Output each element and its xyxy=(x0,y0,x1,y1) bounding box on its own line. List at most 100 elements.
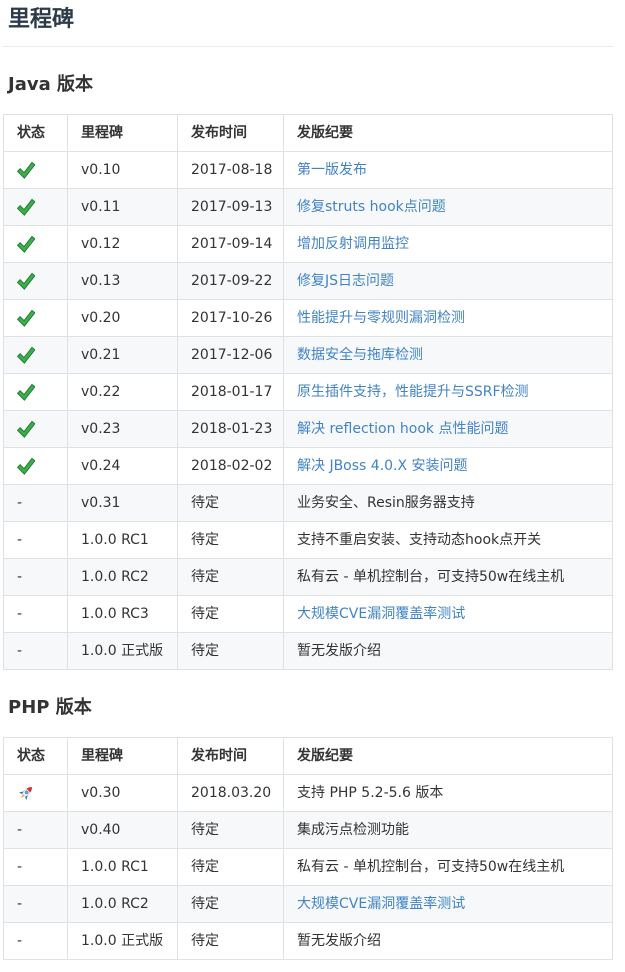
status-cell xyxy=(3,187,68,226)
page-title: 里程碑 xyxy=(8,7,75,32)
release-date-cell: 2018-01-17 xyxy=(177,372,284,411)
milestone-cell: v0.10 xyxy=(67,150,178,189)
column-header: 发布时间 xyxy=(177,113,284,152)
status-cell xyxy=(3,150,68,189)
check-icon xyxy=(17,272,35,290)
milestone-section: PHP 版本 状态 里程碑 发布时间 发版纪要 v0.30 2018.03.20 支持 P… xyxy=(3,696,613,961)
release-notes-cell: 业务安全、Resin服务器支持 xyxy=(283,483,613,522)
release-notes-link[interactable]: 数据安全与拖库检测 xyxy=(297,346,423,363)
release-notes-link[interactable]: 增加反射调用监控 xyxy=(297,235,409,252)
release-date-cell: 2017-09-14 xyxy=(177,224,284,263)
release-notes-cell: 暂无发版介绍 xyxy=(283,922,613,961)
column-header: 里程碑 xyxy=(67,113,178,152)
milestone-table: 状态 里程碑 发布时间 发版纪要 v0.30 2018.03.20 支持 PHP 5.2-… xyxy=(3,737,613,961)
status-pending-dash: - xyxy=(17,642,23,659)
milestone-cell: v0.21 xyxy=(67,335,178,374)
table-row: - 1.0.0 正式版 待定 暂无发版介绍 xyxy=(3,922,613,961)
table-row: v0.30 2018.03.20 支持 PHP 5.2-5.6 版本 xyxy=(3,774,613,813)
status-pending-dash: - xyxy=(17,568,23,585)
check-icon xyxy=(17,346,35,364)
release-date-cell: 2017-08-18 xyxy=(177,150,284,189)
table-row: v0.21 2017-12-06 数据安全与拖库检测 xyxy=(3,335,613,374)
release-notes-link[interactable]: 修复JS日志问题 xyxy=(297,272,395,289)
release-notes-link[interactable]: 解决 reflection hook 点性能问题 xyxy=(297,420,509,437)
column-header: 发布时间 xyxy=(177,737,284,776)
status-cell: - xyxy=(3,483,68,522)
release-notes-text: 业务安全、Resin服务器支持 xyxy=(297,494,475,511)
release-notes-cell: 第一版发布 xyxy=(283,150,613,189)
rocket-icon xyxy=(18,787,33,801)
release-notes-text: 暂无发版介绍 xyxy=(297,642,381,659)
column-header: 状态 xyxy=(3,737,68,776)
release-notes-cell: 大规模CVE漏洞覆盖率测试 xyxy=(283,594,613,633)
status-cell xyxy=(3,298,68,337)
status-pending-dash: - xyxy=(17,822,23,839)
release-notes-link[interactable]: 第一版发布 xyxy=(297,161,367,178)
milestone-cell: 1.0.0 正式版 xyxy=(67,922,178,961)
release-notes-cell: 修复JS日志问题 xyxy=(283,261,613,300)
milestone-cell: 1.0.0 RC2 xyxy=(67,557,178,596)
release-notes-link[interactable]: 原生插件支持，性能提升与SSRF检测 xyxy=(297,383,529,400)
table-row: v0.20 2017-10-26 性能提升与零规则漏洞检测 xyxy=(3,298,613,337)
status-cell: - xyxy=(3,520,68,559)
table-row: - 1.0.0 RC2 待定 私有云 - 单机控制台，可支持50w在线主机 xyxy=(3,557,613,596)
release-notes-text: 私有云 - 单机控制台，可支持50w在线主机 xyxy=(297,568,565,585)
release-notes-cell: 支持 PHP 5.2-5.6 版本 xyxy=(283,774,613,813)
status-cell xyxy=(3,774,68,813)
table-row: v0.23 2018-01-23 解决 reflection hook 点性能问题 xyxy=(3,409,613,448)
release-notes-cell: 性能提升与零规则漏洞检测 xyxy=(283,298,613,337)
status-cell xyxy=(3,224,68,263)
status-cell: - xyxy=(3,848,68,887)
header-row: 状态 里程碑 发布时间 发版纪要 xyxy=(3,737,613,776)
release-notes-link[interactable]: 大规模CVE漏洞覆盖率测试 xyxy=(297,896,466,913)
milestone-cell: v0.20 xyxy=(67,298,178,337)
release-date-cell: 待定 xyxy=(177,520,284,559)
table-row: - v0.31 待定 业务安全、Resin服务器支持 xyxy=(3,483,613,522)
release-notes-cell: 私有云 - 单机控制台，可支持50w在线主机 xyxy=(283,848,613,887)
status-cell xyxy=(3,446,68,485)
release-notes-link[interactable]: 性能提升与零规则漏洞检测 xyxy=(297,309,465,326)
release-notes-text: 支持 PHP 5.2-5.6 版本 xyxy=(297,785,444,802)
status-cell: - xyxy=(3,922,68,961)
status-pending-dash: - xyxy=(17,859,23,876)
table-row: v0.11 2017-09-13 修复struts hook点问题 xyxy=(3,187,613,226)
milestone-cell: v0.23 xyxy=(67,409,178,448)
release-notes-cell: 集成污点检测功能 xyxy=(283,811,613,850)
check-icon xyxy=(17,198,35,216)
release-date-cell: 2018-02-02 xyxy=(177,446,284,485)
release-notes-link[interactable]: 解决 JBoss 4.0.X 安装问题 xyxy=(297,457,468,474)
column-header: 发版纪要 xyxy=(283,737,613,776)
release-notes-link[interactable]: 大规模CVE漏洞覆盖率测试 xyxy=(297,605,466,622)
release-date-cell: 待定 xyxy=(177,885,284,924)
check-icon xyxy=(17,457,35,475)
milestone-cell: v0.31 xyxy=(67,483,178,522)
table-row: v0.24 2018-02-02 解决 JBoss 4.0.X 安装问题 xyxy=(3,446,613,485)
sections-container: Java 版本 状态 里程碑 发布时间 发版纪要 v0.10 2017-08-18 第一版… xyxy=(3,73,613,961)
table-row: - 1.0.0 正式版 待定 暂无发版介绍 xyxy=(3,631,613,670)
status-cell xyxy=(3,409,68,448)
status-cell xyxy=(3,372,68,411)
release-notes-cell: 修复struts hook点问题 xyxy=(283,187,613,226)
check-icon xyxy=(17,161,35,179)
table-row: - v0.40 待定 集成污点检测功能 xyxy=(3,811,613,850)
release-notes-link[interactable]: 修复struts hook点问题 xyxy=(297,198,446,215)
milestone-cell: v0.24 xyxy=(67,446,178,485)
milestone-cell: v0.30 xyxy=(67,774,178,813)
release-date-cell: 2017-09-13 xyxy=(177,187,284,226)
status-cell xyxy=(3,335,68,374)
milestone-cell: v0.13 xyxy=(67,261,178,300)
milestone-cell: 1.0.0 RC3 xyxy=(67,594,178,633)
section-heading: Java 版本 xyxy=(8,73,93,95)
table-row: - 1.0.0 RC1 待定 私有云 - 单机控制台，可支持50w在线主机 xyxy=(3,848,613,887)
title-divider xyxy=(3,45,613,47)
status-pending-dash: - xyxy=(17,605,23,622)
status-cell: - xyxy=(3,594,68,633)
release-date-cell: 2017-09-22 xyxy=(177,261,284,300)
milestone-cell: 1.0.0 正式版 xyxy=(67,631,178,670)
release-date-cell: 2018.03.20 xyxy=(177,774,284,813)
check-icon xyxy=(17,383,35,401)
release-notes-text: 私有云 - 单机控制台，可支持50w在线主机 xyxy=(297,859,565,876)
release-notes-cell: 数据安全与拖库检测 xyxy=(283,335,613,374)
milestone-cell: v0.22 xyxy=(67,372,178,411)
